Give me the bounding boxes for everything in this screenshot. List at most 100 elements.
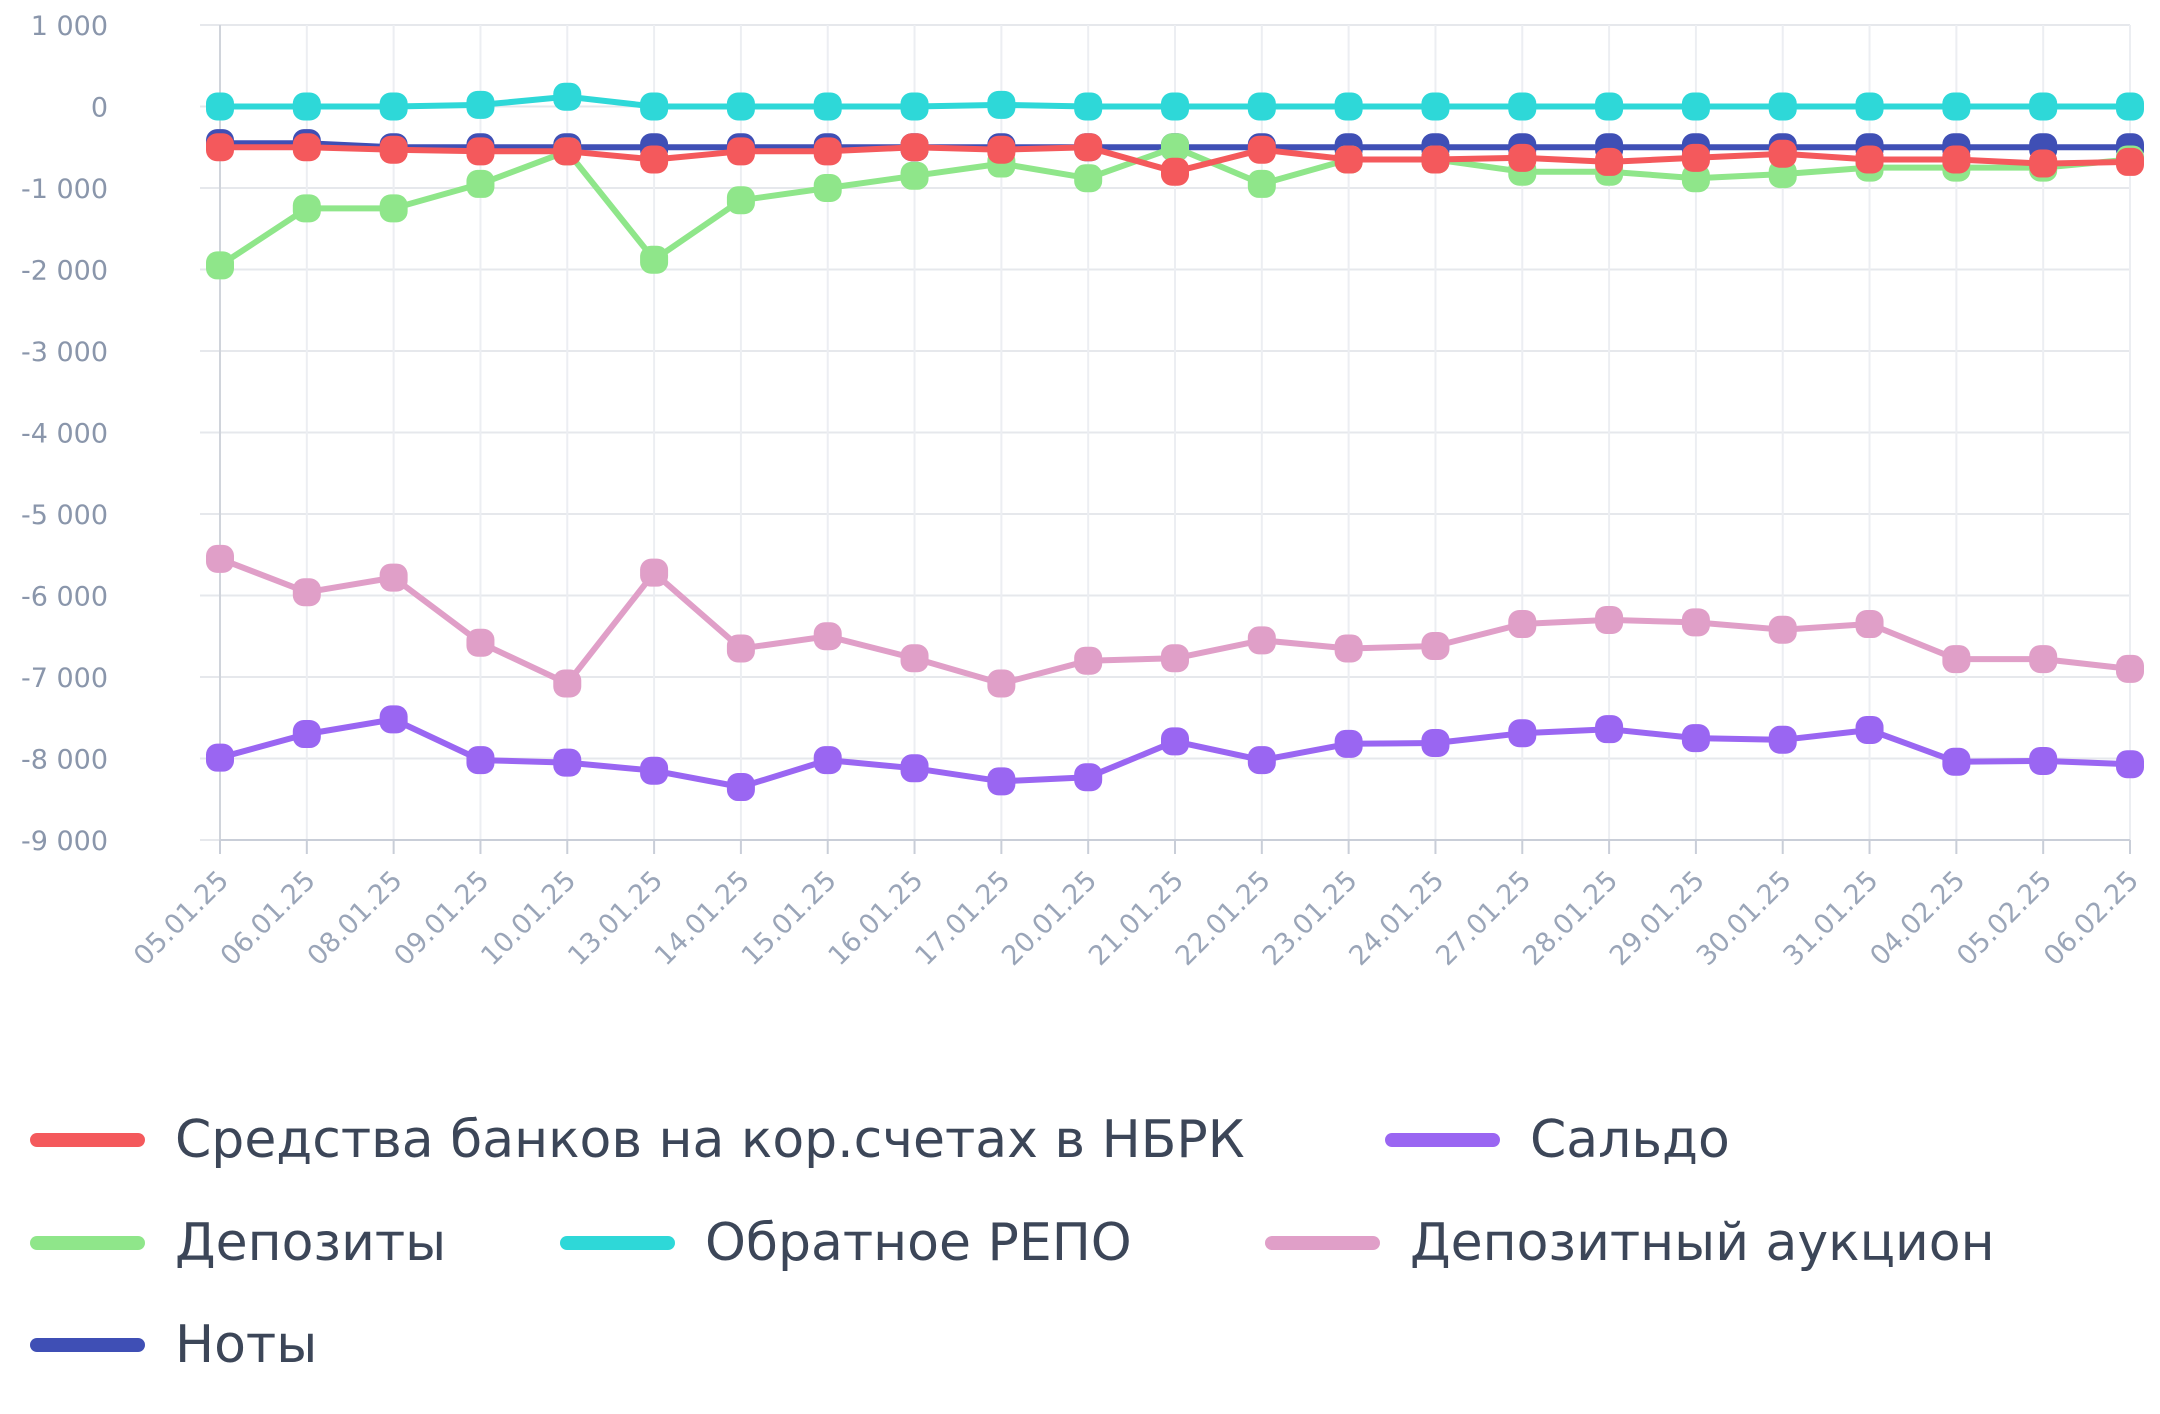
data-point[interactable] (379, 92, 408, 121)
data-point[interactable] (2029, 746, 2058, 775)
data-point[interactable] (1247, 135, 1276, 164)
data-point[interactable] (1247, 92, 1276, 121)
data-point[interactable] (2116, 750, 2144, 779)
data-point[interactable] (379, 194, 408, 223)
data-point[interactable] (553, 669, 582, 698)
data-point[interactable] (1942, 92, 1971, 121)
data-point[interactable] (1942, 145, 1971, 174)
data-point[interactable] (1595, 605, 1624, 634)
data-point[interactable] (987, 669, 1016, 698)
data-point[interactable] (1074, 133, 1103, 162)
legend-item-bank-funds[interactable]: Средства банков на кор.счетах в НБРК (30, 1110, 1245, 1170)
data-point[interactable] (292, 194, 321, 223)
data-point[interactable] (1768, 160, 1797, 189)
data-point[interactable] (379, 135, 408, 164)
data-point[interactable] (726, 92, 755, 121)
data-point[interactable] (640, 558, 669, 587)
legend-item-deposits[interactable]: Депозиты (30, 1213, 446, 1273)
data-point[interactable] (900, 644, 929, 673)
data-point[interactable] (553, 137, 582, 166)
data-point[interactable] (1334, 92, 1363, 121)
data-point[interactable] (640, 145, 669, 174)
data-point[interactable] (292, 92, 321, 121)
legend-item-saldo[interactable]: Сальдо (1385, 1110, 1730, 1170)
data-point[interactable] (1508, 610, 1537, 639)
data-point[interactable] (1161, 157, 1189, 186)
data-point[interactable] (813, 622, 842, 651)
data-point[interactable] (900, 92, 929, 121)
data-point[interactable] (900, 133, 929, 162)
data-point[interactable] (1247, 626, 1276, 655)
legend-item-notes[interactable]: Ноты (30, 1315, 317, 1375)
data-point[interactable] (1508, 143, 1537, 172)
data-point[interactable] (813, 174, 842, 202)
data-point[interactable] (379, 563, 408, 592)
data-point[interactable] (726, 773, 755, 802)
data-point[interactable] (292, 133, 321, 162)
data-point[interactable] (900, 161, 929, 190)
data-point[interactable] (1421, 632, 1450, 661)
data-point[interactable] (1334, 634, 1363, 663)
data-point[interactable] (1334, 729, 1363, 758)
data-point[interactable] (553, 82, 582, 111)
data-point[interactable] (2116, 147, 2144, 176)
data-point[interactable] (2029, 645, 2058, 674)
data-point[interactable] (1768, 725, 1797, 754)
data-point[interactable] (1942, 747, 1971, 776)
data-point[interactable] (640, 92, 669, 121)
data-point[interactable] (726, 137, 755, 166)
data-point[interactable] (900, 754, 929, 783)
data-point[interactable] (2029, 149, 2058, 178)
data-point[interactable] (1768, 92, 1797, 121)
data-point[interactable] (987, 135, 1016, 164)
data-point[interactable] (1595, 92, 1624, 121)
data-point[interactable] (1247, 746, 1276, 775)
legend-item-deposit-auction[interactable]: Депозитный аукцион (1265, 1213, 1995, 1273)
data-point[interactable] (1161, 644, 1189, 673)
data-point[interactable] (1942, 645, 1971, 674)
data-point[interactable] (1595, 147, 1624, 176)
data-point[interactable] (292, 720, 321, 749)
data-point[interactable] (813, 92, 842, 121)
data-point[interactable] (1161, 133, 1189, 162)
data-point[interactable] (206, 133, 234, 162)
data-point[interactable] (292, 578, 321, 607)
data-point[interactable] (1768, 139, 1797, 168)
data-point[interactable] (726, 634, 755, 663)
data-point[interactable] (2116, 654, 2144, 683)
data-point[interactable] (1508, 92, 1537, 121)
data-point[interactable] (813, 746, 842, 775)
data-point[interactable] (1508, 719, 1537, 748)
data-point[interactable] (726, 186, 755, 215)
data-point[interactable] (987, 767, 1016, 796)
data-point[interactable] (1421, 92, 1450, 121)
data-point[interactable] (1855, 715, 1884, 744)
data-point[interactable] (1334, 145, 1363, 174)
data-point[interactable] (206, 544, 234, 573)
data-point[interactable] (1074, 92, 1103, 121)
data-point[interactable] (1681, 143, 1710, 172)
data-point[interactable] (1161, 727, 1189, 756)
data-point[interactable] (640, 756, 669, 785)
data-point[interactable] (2029, 92, 2058, 121)
data-point[interactable] (379, 705, 408, 734)
data-point[interactable] (1681, 92, 1710, 121)
data-point[interactable] (466, 90, 495, 119)
data-point[interactable] (1681, 164, 1710, 193)
data-point[interactable] (1074, 164, 1103, 193)
data-point[interactable] (1681, 608, 1710, 637)
data-point[interactable] (1421, 145, 1450, 174)
data-point[interactable] (1855, 92, 1884, 121)
legend-item-reverse-repo[interactable]: Обратное РЕПО (560, 1213, 1132, 1273)
data-point[interactable] (1074, 763, 1103, 792)
data-point[interactable] (1768, 615, 1797, 644)
data-point[interactable] (1421, 729, 1450, 758)
data-point[interactable] (1247, 169, 1276, 198)
data-point[interactable] (466, 628, 495, 657)
data-point[interactable] (1855, 610, 1884, 639)
data-point[interactable] (466, 169, 495, 198)
data-point[interactable] (206, 251, 234, 280)
data-point[interactable] (1595, 715, 1624, 744)
data-point[interactable] (466, 137, 495, 166)
data-point[interactable] (466, 746, 495, 775)
